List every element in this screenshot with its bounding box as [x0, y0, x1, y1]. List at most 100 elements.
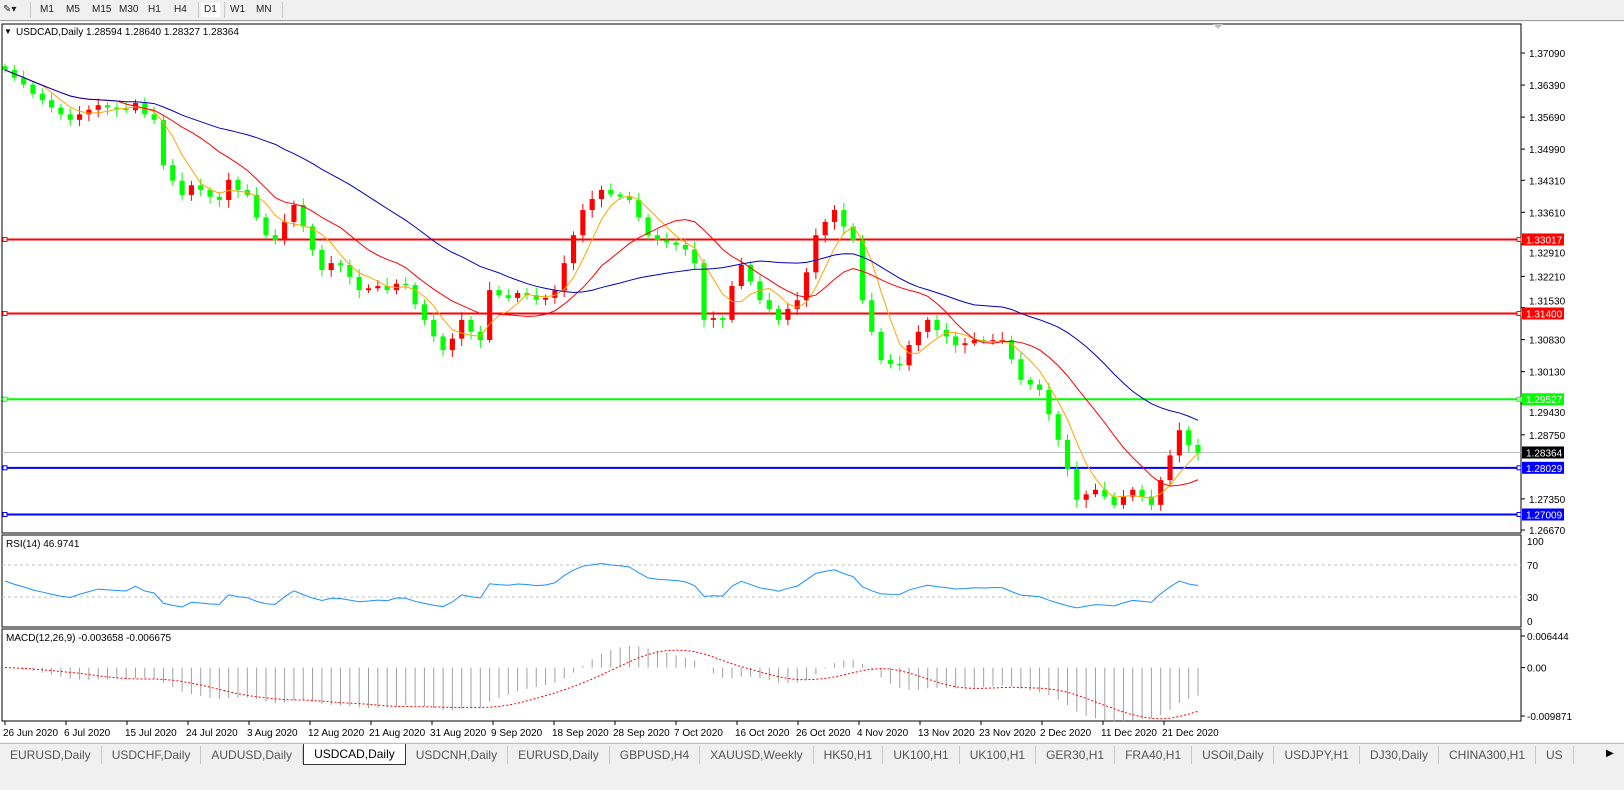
rsi-axis-label: 100 [1527, 537, 1544, 548]
candle [887, 354, 893, 369]
candle-body [272, 235, 278, 241]
chart-tab[interactable]: CHINA300,H1 [1439, 746, 1537, 764]
chart-tab[interactable]: GBPUSD,H4 [610, 746, 701, 764]
candle [1111, 492, 1117, 509]
candle-body [440, 336, 446, 351]
chart-tab[interactable]: FRA40,H1 [1115, 746, 1193, 764]
candle-body [310, 226, 316, 250]
line-handle-icon [1516, 396, 1522, 402]
scroll-right-icon[interactable]: ▶ [1606, 748, 1614, 759]
candle [170, 159, 176, 186]
candle-body [21, 77, 27, 85]
chart-tab[interactable]: USDJPY,H1 [1274, 746, 1360, 764]
candle [123, 101, 129, 113]
date-axis-label: 21 Aug 2020 [369, 728, 426, 739]
candle [477, 325, 483, 349]
chart-tab[interactable]: USOil,Daily [1192, 746, 1275, 764]
chart-tab[interactable]: USDCNH,Daily [406, 746, 509, 764]
candle [1083, 490, 1089, 509]
candle-body [813, 235, 819, 273]
timeframe-W1[interactable]: W1 [230, 4, 245, 15]
timeframe-M15[interactable]: M15 [92, 4, 112, 15]
candle-body [198, 185, 204, 190]
chart-tab[interactable]: EURUSD,Daily [0, 746, 102, 764]
candle [1167, 449, 1173, 487]
timeframe-M5[interactable]: M5 [66, 4, 80, 15]
candle [1018, 352, 1024, 385]
candle-body [375, 286, 381, 289]
candle [962, 337, 968, 354]
candle [151, 106, 157, 124]
candle-body [878, 331, 884, 361]
chart-tab[interactable]: HK50,H1 [814, 746, 884, 764]
candle [1046, 382, 1052, 421]
price-badge-label: 1.29527 [1526, 395, 1563, 406]
candle [906, 340, 912, 371]
timeframe-M1[interactable]: M1 [40, 4, 54, 15]
candle [803, 267, 810, 307]
candle [487, 281, 493, 343]
candle [738, 257, 744, 290]
candle-body [49, 100, 55, 108]
line-handle-icon [2, 310, 8, 316]
chart-window[interactable]: 1.37090 1.36390 1.35690 1.34990 1.34310 1.336… [0, 22, 1624, 742]
candle [1130, 486, 1136, 502]
candle [468, 316, 474, 340]
candle-body [589, 199, 595, 211]
candle-body [179, 180, 185, 195]
candle [692, 241, 698, 270]
date-axis-label: 11 Dec 2020 [1101, 728, 1157, 739]
candle-body [1102, 489, 1108, 497]
timeframe-D1[interactable]: D1 [201, 3, 220, 17]
rsi-label: RSI(14) 46.9741 [6, 539, 80, 550]
macd-pane-frame [1, 628, 1522, 722]
candle [1102, 481, 1108, 500]
candle [785, 302, 791, 326]
chart-tab[interactable]: AUDUSD,Daily [201, 746, 304, 764]
chart-tab[interactable]: GER30,H1 [1036, 746, 1116, 764]
candle [188, 180, 194, 201]
chart-canvas[interactable]: 1.37090 1.36390 1.35690 1.34990 1.34310 1.336… [0, 22, 1624, 742]
candle [282, 213, 288, 245]
candle [403, 277, 409, 290]
chart-tab[interactable]: DJ30,Daily [1360, 746, 1439, 764]
draw-tools-icon[interactable]: ✎▾ [3, 4, 17, 15]
chart-tab[interactable]: USDCHF,Daily [102, 746, 202, 764]
chart-tab[interactable]: XAUUSD,Weekly [700, 746, 814, 764]
candle [1055, 410, 1061, 447]
candle-body [30, 84, 36, 94]
price-badge-label: 1.33017 [1526, 235, 1563, 246]
candle [505, 288, 511, 302]
candle [598, 185, 605, 208]
candle-body [617, 194, 623, 197]
chart-tab[interactable]: USDCAD,Daily [303, 744, 406, 765]
timeframe-MN[interactable]: MN [256, 4, 272, 15]
candle [552, 285, 558, 304]
candle [496, 285, 502, 299]
price-axis-label: 1.28750 [1529, 431, 1566, 442]
price-axis-label: 1.37090 [1529, 49, 1566, 60]
candle [589, 190, 595, 218]
candle [1009, 335, 1015, 364]
candle [235, 176, 241, 199]
chart-tab[interactable]: UK100,H1 [960, 746, 1037, 764]
chart-tab[interactable]: US [1536, 746, 1574, 764]
date-axis-label: 26 Oct 2020 [796, 728, 851, 739]
line-handle-icon [2, 465, 8, 471]
price-axis-label: 1.30130 [1529, 368, 1566, 379]
candle [915, 325, 921, 352]
candle-body [337, 263, 344, 265]
candle-body [487, 290, 493, 341]
collapse-icon[interactable]: ▼ [4, 27, 12, 36]
chart-tab[interactable]: EURUSD,Daily [508, 746, 610, 764]
timeframe-H1[interactable]: H1 [148, 4, 161, 15]
timeframe-H4[interactable]: H4 [174, 4, 187, 15]
candle-body [552, 290, 558, 298]
chart-tab[interactable]: UK100,H1 [883, 746, 960, 764]
candle-body [95, 105, 101, 110]
candle [869, 292, 875, 336]
candle [198, 178, 204, 197]
candle-body [468, 319, 474, 332]
timeframe-M30[interactable]: M30 [119, 4, 139, 15]
candle-body [543, 297, 549, 300]
